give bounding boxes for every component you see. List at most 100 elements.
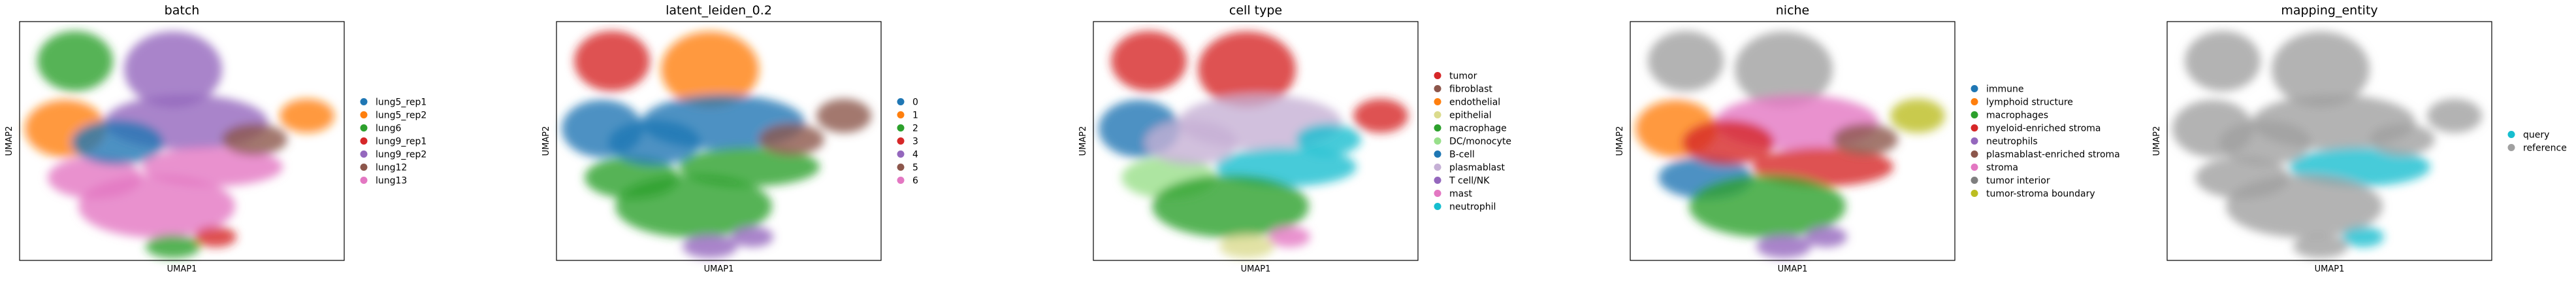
point-cluster bbox=[661, 31, 759, 107]
scatter-cloud bbox=[562, 31, 871, 258]
point-cluster bbox=[2370, 124, 2435, 156]
legend-label: tumor bbox=[1449, 71, 1477, 82]
point-cluster bbox=[816, 99, 871, 133]
panel-title: niche bbox=[1776, 3, 1810, 18]
legend-marker bbox=[897, 98, 905, 105]
legend-marker bbox=[1971, 111, 1978, 118]
legend: 0 1 2 3 4 5 6 bbox=[897, 97, 918, 186]
legend-label: T cell/NK bbox=[1449, 176, 1490, 186]
umap-panel-2: latent_leiden_0.2 UMAP1 UMAP2 0 1 2 3 4 5 6 bbox=[541, 3, 918, 274]
legend-label: lung5_rep1 bbox=[376, 97, 427, 108]
point-cluster bbox=[732, 226, 773, 247]
legend-marker bbox=[2507, 131, 2515, 138]
legend-label: 6 bbox=[912, 176, 918, 186]
point-cluster bbox=[37, 31, 113, 92]
legend-marker bbox=[1434, 164, 1441, 171]
legend-label: lung13 bbox=[376, 176, 407, 186]
legend-label: tumor-stroma boundary bbox=[1986, 189, 2095, 200]
umap-panel-4: niche UMAP1 UMAP2 immune lymphoid structure m… bbox=[1615, 3, 2120, 274]
point-cluster bbox=[759, 124, 824, 156]
point-cluster bbox=[280, 99, 334, 133]
point-cluster bbox=[1198, 31, 1296, 107]
axes-frame bbox=[19, 21, 345, 261]
umap-panel-3: cell type UMAP1 UMAP2 tumor fibroblast endoth… bbox=[1078, 3, 1511, 274]
axes-frame bbox=[556, 21, 882, 261]
legend-label: query bbox=[2523, 130, 2549, 141]
legend-marker bbox=[1971, 137, 1978, 145]
legend-marker bbox=[1434, 177, 1441, 184]
point-cluster bbox=[1735, 31, 1833, 107]
point-cluster bbox=[2427, 99, 2482, 133]
legend-label: 5 bbox=[912, 163, 918, 173]
legend-marker bbox=[897, 150, 905, 158]
legend-marker bbox=[897, 124, 905, 132]
scatter-cloud bbox=[1099, 31, 1408, 258]
point-cluster bbox=[2342, 226, 2384, 247]
legend-marker bbox=[1971, 124, 1978, 132]
umap-panel-5: mapping_entity UMAP1 UMAP2 query reference bbox=[2152, 3, 2567, 274]
point-cluster bbox=[78, 175, 235, 238]
point-cluster bbox=[1805, 226, 1847, 247]
legend-marker bbox=[1971, 190, 1978, 197]
legend-marker bbox=[360, 137, 368, 145]
legend-marker bbox=[1434, 111, 1441, 118]
legend: query reference bbox=[2507, 130, 2567, 154]
legend-marker bbox=[1434, 72, 1441, 79]
legend-label: B-cell bbox=[1449, 150, 1475, 160]
point-cluster bbox=[1268, 226, 1310, 247]
point-cluster bbox=[2293, 234, 2348, 258]
legend-marker bbox=[1434, 150, 1441, 158]
legend-label: lung5_rep2 bbox=[376, 111, 427, 121]
y-axis-label: UMAP2 bbox=[1615, 126, 1625, 156]
legend-marker bbox=[1434, 85, 1441, 92]
legend-label: macrophages bbox=[1986, 111, 2048, 121]
panel-title: latent_leiden_0.2 bbox=[666, 3, 772, 18]
legend-marker bbox=[360, 98, 368, 105]
point-cluster bbox=[1689, 175, 1846, 238]
point-cluster bbox=[609, 120, 700, 165]
legend-label: plasmablast-enriched stroma bbox=[1986, 150, 2120, 160]
legend-marker bbox=[1434, 124, 1441, 132]
point-cluster bbox=[124, 31, 222, 107]
point-cluster bbox=[615, 175, 772, 238]
point-cluster bbox=[1353, 99, 1408, 133]
legend-label: lung6 bbox=[376, 124, 402, 134]
legend-marker bbox=[1971, 98, 1978, 105]
legend-label: neutrophil bbox=[1449, 202, 1496, 213]
point-cluster bbox=[1682, 120, 1774, 165]
scatter-cloud bbox=[2172, 31, 2482, 258]
legend-marker bbox=[360, 150, 368, 158]
legend: tumor fibroblast endothelial epithelial macr… bbox=[1434, 71, 1511, 213]
legend-label: lymphoid structure bbox=[1986, 97, 2073, 108]
scatter-cloud bbox=[1635, 31, 1945, 258]
legend-marker bbox=[1971, 85, 1978, 92]
legend-label: plasmablast bbox=[1449, 163, 1505, 173]
legend-marker bbox=[1434, 203, 1441, 210]
legend-label: stroma bbox=[1986, 163, 2018, 173]
legend-label: 3 bbox=[912, 137, 918, 147]
point-cluster bbox=[1219, 234, 1274, 258]
legend-label: lung9_rep1 bbox=[376, 137, 427, 147]
scatter-cloud bbox=[25, 31, 334, 258]
x-axis-label: UMAP1 bbox=[704, 264, 734, 274]
legend-label: DC/monocyte bbox=[1449, 137, 1511, 147]
legend-label: 2 bbox=[912, 124, 918, 134]
x-axis-label: UMAP1 bbox=[2315, 264, 2345, 274]
legend-marker bbox=[1971, 177, 1978, 184]
legend-label: tumor interior bbox=[1986, 176, 2050, 186]
panel-title: batch bbox=[165, 3, 200, 18]
legend-marker bbox=[1434, 98, 1441, 105]
point-cluster bbox=[1833, 124, 1898, 156]
point-cluster bbox=[2272, 31, 2370, 107]
legend-label: myeloid-enriched stroma bbox=[1986, 124, 2101, 134]
x-axis-label: UMAP1 bbox=[1241, 264, 1271, 274]
point-cluster bbox=[222, 124, 287, 156]
point-cluster bbox=[1648, 31, 1724, 92]
legend-label: macrophage bbox=[1449, 124, 1507, 134]
legend-label: mast bbox=[1449, 189, 1473, 200]
point-cluster bbox=[146, 234, 201, 258]
panel-title: cell type bbox=[1229, 3, 1282, 18]
y-axis-label: UMAP2 bbox=[2152, 126, 2162, 156]
legend-marker bbox=[360, 177, 368, 184]
